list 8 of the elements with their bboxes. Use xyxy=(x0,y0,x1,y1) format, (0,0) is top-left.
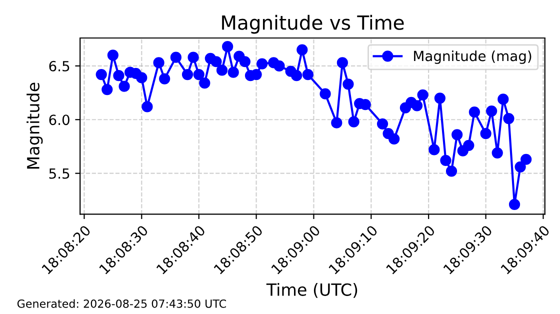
legend-label: Magnitude (mag) xyxy=(414,50,532,64)
y-tick-label: 5.5 xyxy=(49,168,70,179)
y-axis-title: Magnitude xyxy=(26,82,43,169)
text: Generated: 2026-08-25 07:43:50 UTC xyxy=(17,299,226,308)
x-axis-title: Time (UTC) xyxy=(266,283,358,298)
y-tick-label: 6.0 xyxy=(49,114,70,126)
y-tick-label: 6.5 xyxy=(49,60,70,72)
chart-title: Magnitude vs Time xyxy=(222,14,404,34)
